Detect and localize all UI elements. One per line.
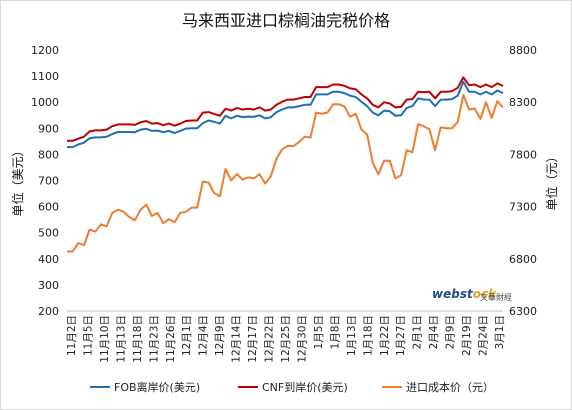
y-left-tick-label: 400 — [38, 253, 59, 266]
y-right-tick-label: 7800 — [509, 148, 537, 161]
x-tick-label: 2月9日 — [445, 315, 457, 349]
y-left-tick-label: 300 — [38, 279, 59, 292]
x-tick-label: 3月1日 — [494, 315, 506, 349]
y-left-tick-label: 1200 — [31, 44, 59, 57]
x-tick-label: 11月23日 — [148, 315, 160, 363]
x-tick-label: 2月24日 — [478, 315, 490, 356]
x-tick-label: 1月5日 — [313, 315, 325, 349]
legend-label-0: FOB离岸价(美元) — [114, 380, 200, 394]
watermark-subtitle: 文華財經 — [480, 292, 512, 302]
series-line-1 — [67, 76, 504, 142]
watermark-brand: webstock — [432, 287, 497, 301]
y-right-tick-label: 8800 — [509, 44, 537, 57]
y-right-tick-label: 8300 — [509, 96, 537, 109]
y-left-tick-label: 200 — [38, 305, 59, 318]
series-line-2 — [67, 93, 504, 253]
chart-title: 马来西亚进口棕榈油完税价格 — [182, 11, 390, 30]
x-tick-label: 1月27日 — [395, 315, 407, 356]
x-tick-label: 1月13日 — [346, 315, 358, 356]
legend-label-1: CNF到岸价(美元) — [262, 381, 348, 394]
x-tick-label: 2月1日 — [412, 315, 424, 349]
y-left-tick-label: 500 — [38, 227, 59, 240]
x-tick-label: 12月1日 — [181, 315, 193, 356]
x-tick-label: 1月18日 — [362, 315, 374, 356]
x-tick-label: 12月22日 — [264, 315, 276, 363]
x-tick-label: 1月8日 — [329, 315, 341, 349]
y-left-tick-label: 700 — [38, 175, 59, 188]
x-tick-label: 12月25日 — [280, 315, 292, 363]
y-left-tick-label: 800 — [38, 148, 59, 161]
x-tick-label: 12月4日 — [198, 315, 210, 356]
y-left-tick-label: 900 — [38, 122, 59, 135]
x-tick-label: 12月30日 — [296, 315, 308, 363]
series-line-0 — [67, 80, 504, 149]
x-tick-label: 11月26日 — [165, 315, 177, 363]
y-left-axis-title: 单位（美元） — [10, 144, 25, 216]
legend: FOB离岸价(美元) CNF到岸价(美元) 进口成本价（元） — [90, 380, 494, 394]
x-tick-label: 11月2日 — [66, 315, 78, 356]
x-tick-label: 12月9日 — [214, 315, 226, 356]
y-right-tick-label: 7300 — [509, 201, 537, 214]
x-tick-label: 11月18日 — [132, 315, 144, 363]
x-tick-label: 11月13日 — [115, 315, 127, 363]
x-tick-label: 12月17日 — [247, 315, 259, 363]
x-tick-label: 2月4日 — [428, 315, 440, 349]
y-right-tick-label: 6800 — [509, 253, 537, 266]
y-right-tick-label: 6300 — [509, 305, 537, 318]
x-tick-label: 11月10日 — [99, 315, 111, 363]
y-left-tick-label: 1100 — [31, 70, 59, 83]
y-right-axis-title: 单位（元） — [544, 150, 559, 210]
x-tick-label: 12月14日 — [231, 315, 243, 363]
axes: 200 300 400 500 600 700 800 900 1000 1100 1200 6300… — [10, 44, 559, 363]
x-tick-label: 1月22日 — [379, 315, 391, 356]
legend-label-2: 进口成本价（元） — [406, 380, 494, 394]
x-tick-label: 2月19日 — [461, 315, 473, 356]
series-lines — [67, 76, 504, 253]
webstock-watermark: webstock 文華財經 — [432, 287, 512, 302]
x-tick-label: 11月5日 — [82, 315, 94, 356]
y-left-tick-label: 1000 — [31, 96, 59, 109]
y-left-tick-label: 600 — [38, 201, 59, 214]
